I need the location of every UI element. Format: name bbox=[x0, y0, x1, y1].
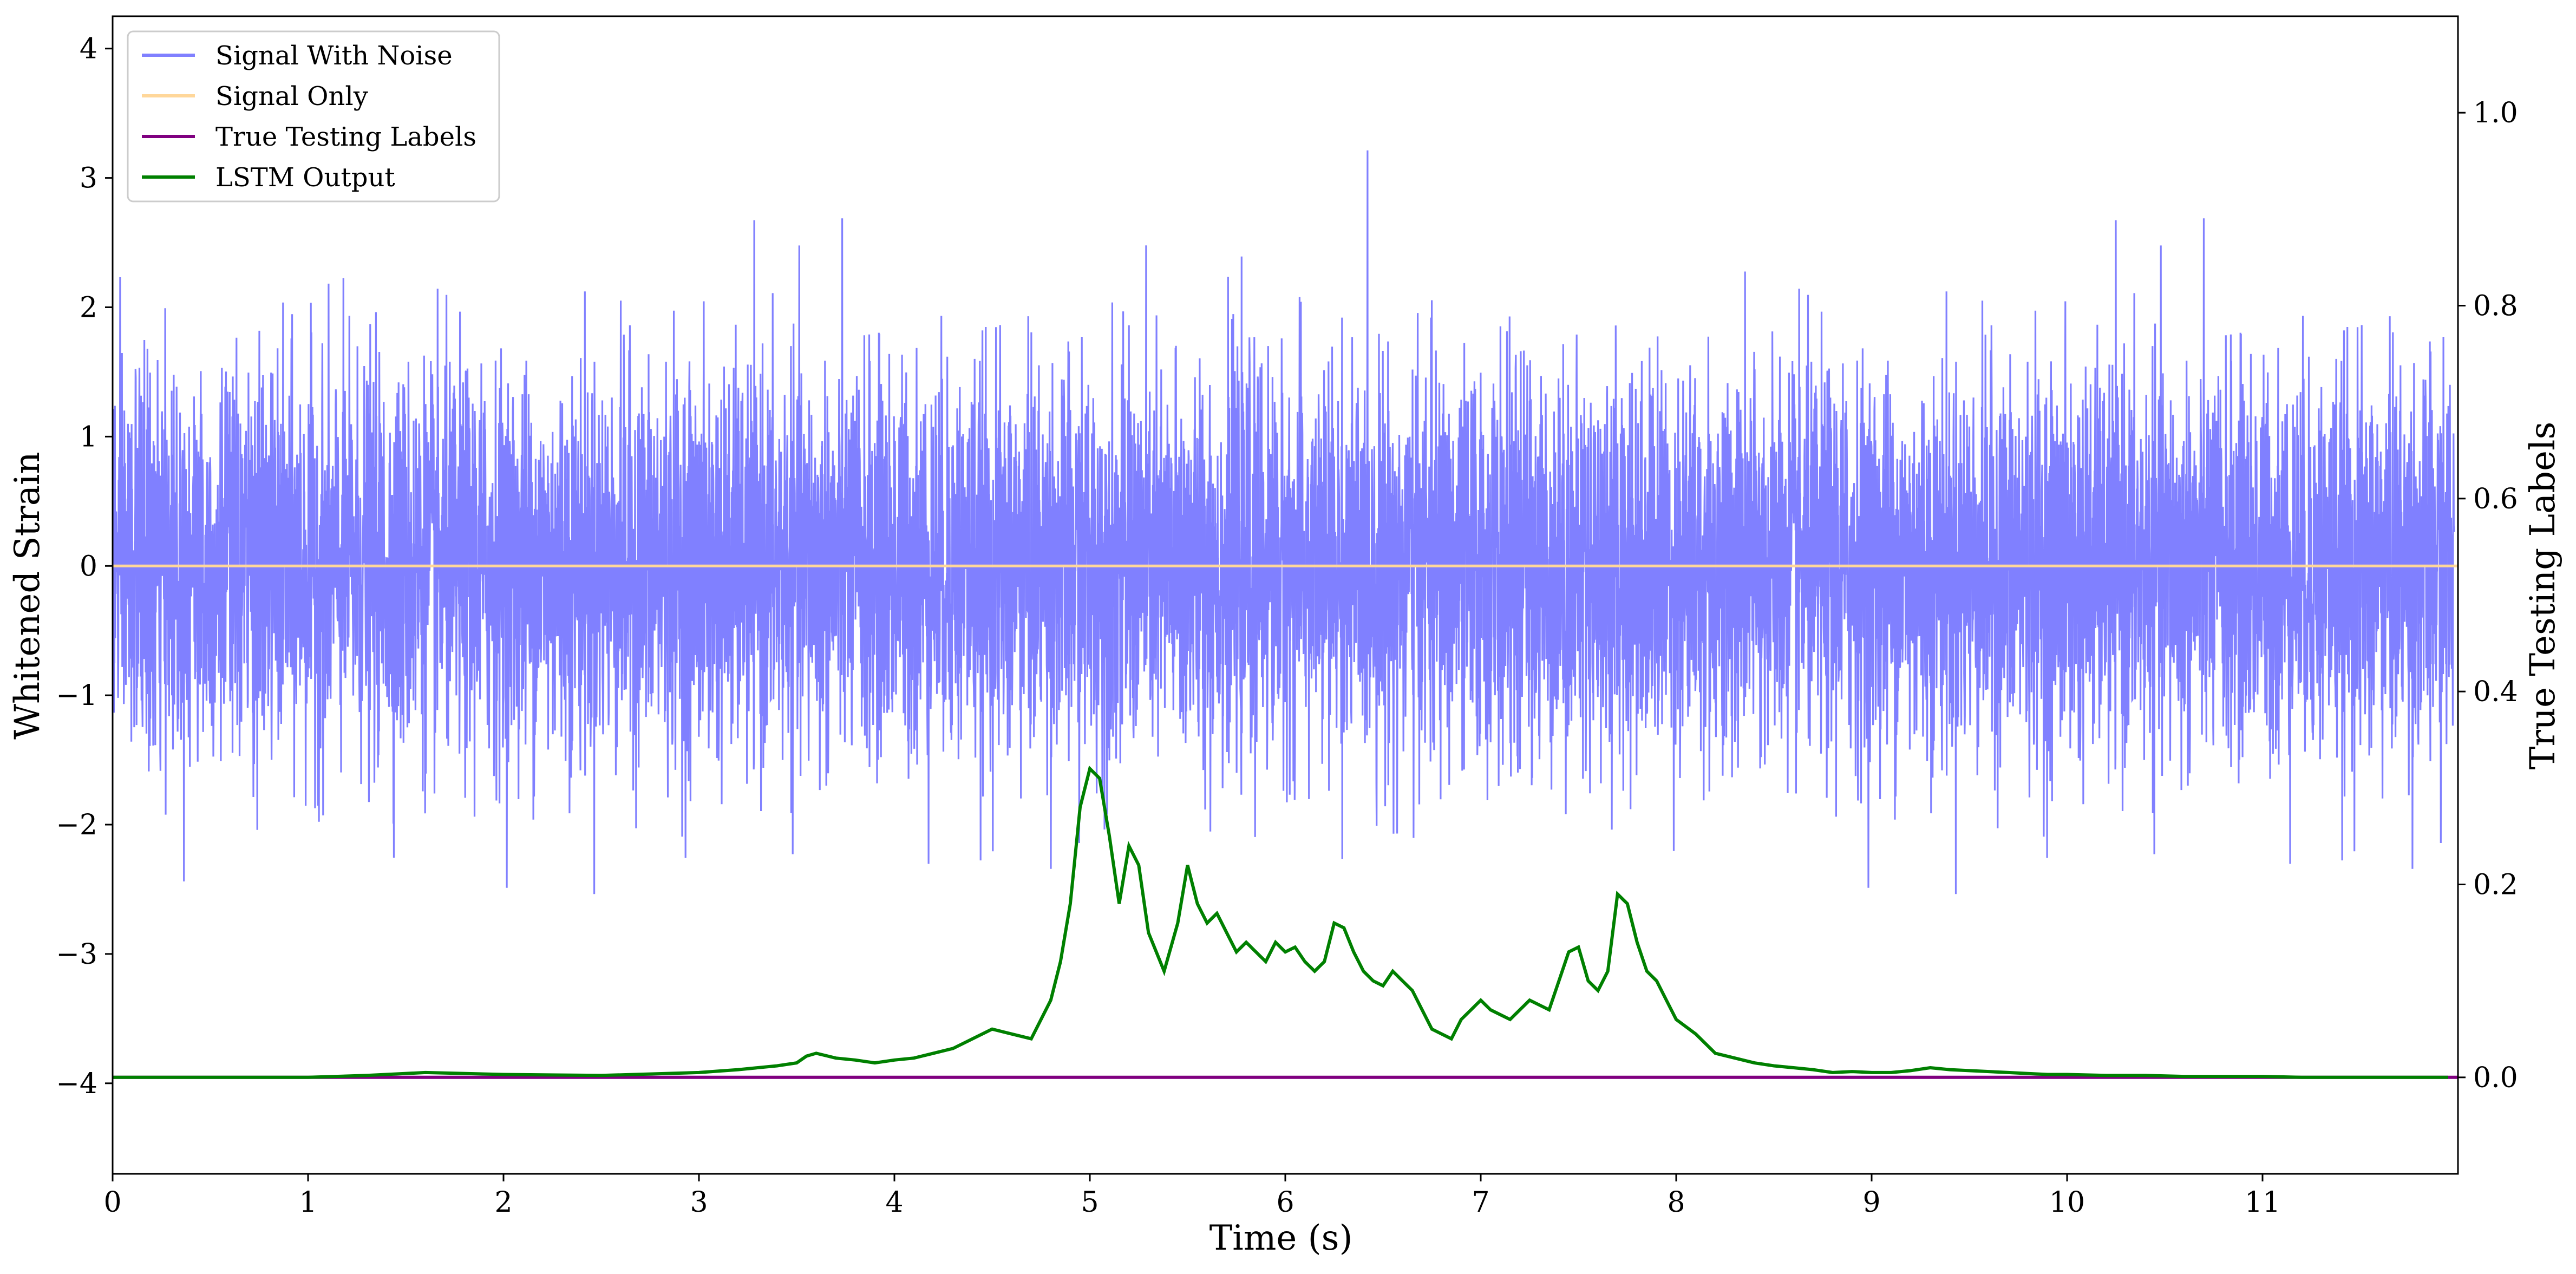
y2-tick-label: 0.6 bbox=[2473, 483, 2518, 515]
legend-label-true-testing-labels: True Testing Labels bbox=[215, 122, 476, 152]
x-tick-label: 11 bbox=[2245, 1186, 2280, 1219]
x-tick-label: 4 bbox=[885, 1186, 903, 1219]
y-tick-label: −1 bbox=[56, 680, 97, 712]
y2-tick-label: 1.0 bbox=[2473, 97, 2518, 129]
y-axis-right-label: True Testing Labels bbox=[2523, 422, 2563, 770]
y-tick-label: 0 bbox=[80, 550, 97, 583]
x-tick-label: 10 bbox=[2049, 1186, 2085, 1219]
legend-label-signal-only: Signal Only bbox=[215, 81, 368, 112]
y-tick-label: −3 bbox=[56, 938, 97, 971]
plot-content bbox=[113, 150, 2458, 1079]
y-axis-left-label: Whitened Strain bbox=[8, 452, 48, 739]
legend-box bbox=[127, 30, 500, 202]
y-tick-label: 4 bbox=[80, 33, 97, 66]
y-tick-label: −4 bbox=[56, 1068, 97, 1100]
legend-label-signal-with-noise: Signal With Noise bbox=[215, 41, 453, 71]
series-lstm-output-line bbox=[113, 765, 2448, 1079]
legend: Signal With Noise Signal Only True Testi… bbox=[127, 30, 500, 202]
x-tick-label: 3 bbox=[690, 1186, 708, 1219]
x-tick-label: 8 bbox=[1667, 1186, 1685, 1219]
x-tick-label: 2 bbox=[494, 1186, 512, 1219]
y-tick-label: 2 bbox=[80, 291, 97, 324]
y-axis-right: 0.0 0.2 0.4 0.6 0.8 1.0 bbox=[2458, 97, 2518, 1094]
x-tick-label: 1 bbox=[299, 1186, 317, 1219]
y2-tick-label: 0.8 bbox=[2473, 290, 2518, 323]
y2-tick-label: 0.0 bbox=[2473, 1062, 2518, 1094]
legend-entry-lstm-output: LSTM Output bbox=[142, 162, 395, 193]
y2-tick-label: 0.2 bbox=[2473, 869, 2518, 901]
x-axis-label: Time (s) bbox=[1209, 1218, 1353, 1258]
x-axis: 0 1 2 3 4 5 6 7 8 9 10 11 bbox=[103, 1174, 2280, 1219]
y-axis-left: −4 −3 −2 −1 0 1 2 3 4 bbox=[56, 33, 113, 1100]
legend-entry-signal-with-noise: Signal With Noise bbox=[142, 41, 453, 71]
series-signal-with-noise-line bbox=[113, 150, 2455, 894]
x-tick-label: 7 bbox=[1472, 1186, 1489, 1219]
x-tick-label: 9 bbox=[1862, 1186, 1880, 1219]
y2-tick-label: 0.4 bbox=[2473, 676, 2518, 708]
x-tick-label: 6 bbox=[1276, 1186, 1294, 1219]
y-tick-label: 1 bbox=[80, 421, 97, 453]
x-tick-label: 5 bbox=[1081, 1186, 1099, 1219]
legend-label-lstm-output: LSTM Output bbox=[215, 162, 395, 193]
legend-entry-signal-only: Signal Only bbox=[142, 81, 368, 112]
y-tick-label: 3 bbox=[80, 162, 97, 195]
y-tick-label: −2 bbox=[56, 809, 97, 841]
legend-entry-true-testing-labels: True Testing Labels bbox=[142, 122, 476, 152]
x-tick-label: 0 bbox=[103, 1186, 121, 1219]
